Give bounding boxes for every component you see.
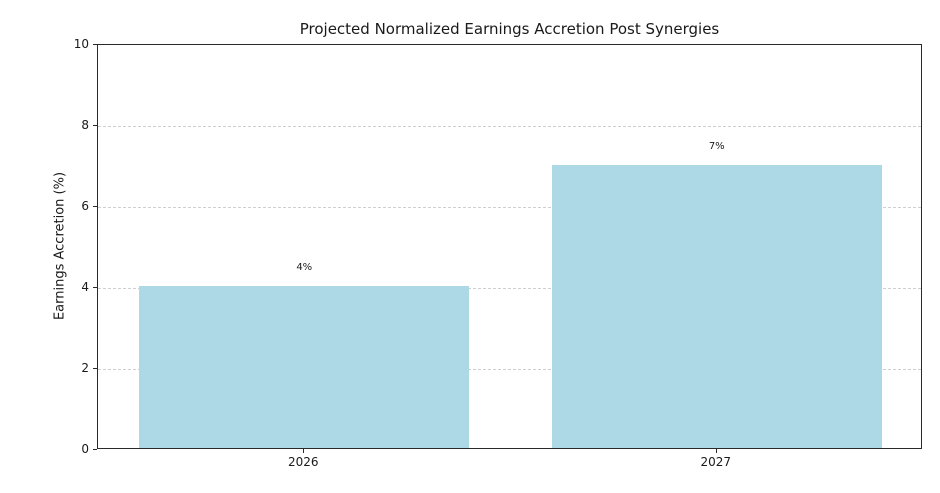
bar-value-label-2027: 7% [708,140,725,152]
gridline-y-8 [98,126,921,127]
x-tick-mark-2026 [303,449,305,453]
bar-2027 [551,164,882,448]
y-tick-mark-2 [93,368,97,369]
gridline-y-4 [98,288,921,289]
gridline-y-6 [98,207,921,208]
y-tick-mark-8 [93,125,97,126]
y-tick-label-4: 4 [81,280,89,294]
x-tick-label-2027: 2027 [700,455,732,469]
chart-title: Projected Normalized Earnings Accretion … [299,20,720,38]
y-tick-label-8: 8 [81,118,89,132]
x-tick-mark-2027 [715,449,717,453]
y-tick-label-6: 6 [81,199,89,213]
y-tick-label-10: 10 [73,37,89,51]
gridline-y-2 [98,369,921,370]
y-tick-mark-10 [93,44,97,45]
y-tick-label-0: 0 [81,442,89,456]
y-tick-mark-0 [93,449,97,450]
bar-value-label-2026: 4% [296,262,313,273]
y-tick-label-2: 2 [81,361,89,375]
y-tick-mark-4 [93,287,97,288]
bar-2026 [139,286,470,448]
y-tick-mark-6 [93,206,97,207]
x-tick-label-2026: 2026 [287,455,319,469]
plot-area: 4% 7% [97,44,922,449]
y-axis-label: Earnings Accretion (%) [52,171,68,321]
